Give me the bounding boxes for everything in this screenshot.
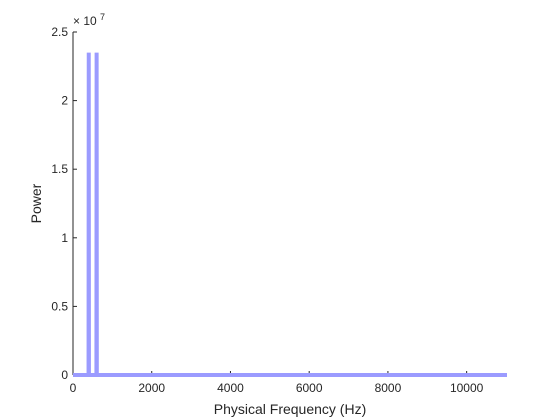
y-axis-title: Power [28, 183, 44, 223]
x-tick-label: 2000 [138, 381, 165, 395]
labels: Physical Frequency (Hz) Power × 10 7 [28, 12, 366, 417]
x-tick-label: 8000 [375, 381, 402, 395]
y-tick-label: 0 [61, 368, 68, 382]
x-tick-label: 0 [70, 381, 77, 395]
y-axis-exponent-power: 7 [100, 12, 105, 22]
x-tick-label: 4000 [217, 381, 244, 395]
y-tick-label: 1 [61, 231, 68, 245]
x-axis-title: Physical Frequency (Hz) [214, 401, 367, 417]
y-tick-label: 2 [61, 94, 68, 108]
y-tick-label: 2.5 [51, 25, 68, 39]
x-tick-label: 10000 [450, 381, 484, 395]
x-tick-label: 6000 [296, 381, 323, 395]
y-tick-label: 0.5 [51, 299, 68, 313]
axes: 0 2000 4000 6000 8000 10000 0 0.5 1 1.5 2 2.5 [51, 25, 507, 395]
series-line [73, 52, 507, 377]
y-axis-exponent-base: × 10 [73, 14, 97, 28]
y-axis-exponent: × 10 7 [73, 12, 105, 28]
series-group [73, 52, 507, 377]
y-tick-label: 1.5 [51, 162, 68, 176]
